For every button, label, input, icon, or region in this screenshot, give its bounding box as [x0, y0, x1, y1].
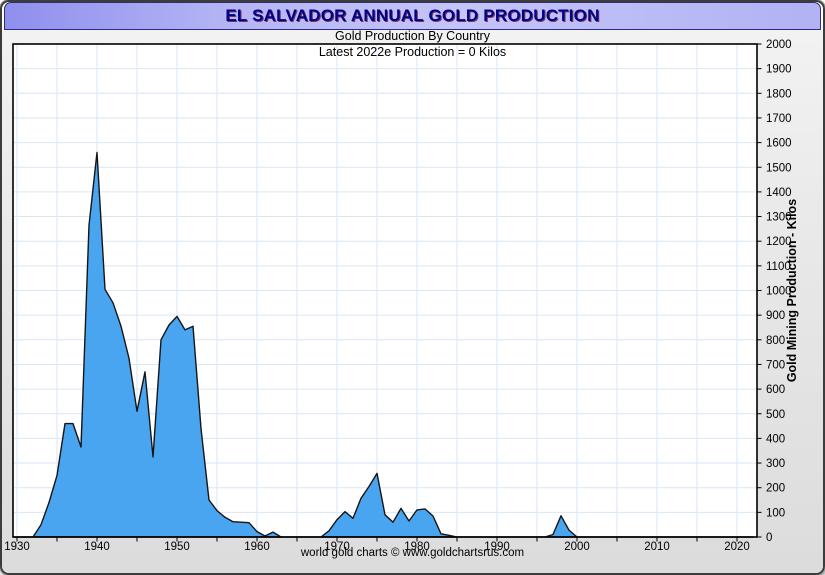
y-tick-label: 700 [766, 359, 785, 371]
chart-subtitle: Gold Production By Country [335, 29, 490, 43]
y-tick-label: 200 [766, 483, 785, 495]
x-axis-ticks [16, 537, 738, 542]
y-tick-label: 1200 [766, 236, 792, 248]
y-tick-label: 900 [766, 310, 785, 322]
y-tick-label: 600 [766, 384, 785, 396]
x-tick-label: 2010 [644, 541, 670, 553]
x-tick-label: 1970 [324, 541, 350, 553]
x-tick-label: 2020 [724, 541, 750, 553]
y-tick-label: 800 [766, 335, 785, 347]
latest-production-annotation: Latest 2022e Production = 0 Kilos [318, 45, 507, 59]
y-tick-label: 1300 [766, 212, 792, 224]
x-axis-tick-labels: 1930 1940 1950 1960 1970 1980 1990 2000 2010 2020 [4, 541, 750, 553]
y-tick-label: 500 [766, 409, 785, 421]
y-tick-label: 1500 [766, 162, 792, 174]
title-bar: EL SALVADOR ANNUAL GOLD PRODUCTION [4, 2, 821, 31]
y-tick-label: 400 [766, 433, 785, 445]
y-tick-label: 1800 [766, 88, 792, 100]
y-tick-label: 1100 [766, 261, 791, 273]
x-tick-label: 1930 [4, 541, 30, 553]
x-tick-label: 1960 [244, 541, 270, 553]
y-tick-label: 1900 [766, 64, 792, 76]
x-tick-label: 1990 [484, 541, 510, 553]
y-axis-ticks [757, 43, 762, 538]
y-tick-label: 1600 [766, 138, 792, 150]
y-tick-label: 100 [766, 507, 785, 519]
y-tick-label: 2000 [766, 39, 792, 51]
footer-credit: world gold charts © www.goldchartsrus.co… [300, 547, 525, 559]
chart-title: EL SALVADOR ANNUAL GOLD PRODUCTION [225, 6, 600, 25]
x-tick-label: 1980 [404, 541, 430, 553]
y-tick-label: 1400 [766, 187, 792, 199]
x-tick-label: 2000 [564, 541, 590, 553]
y-tick-label: 0 [766, 532, 772, 544]
grid-lines [13, 44, 757, 537]
y-tick-label: 300 [766, 458, 785, 470]
y-axis-title: Gold Mining Production - Kilos [785, 199, 799, 382]
y-axis-tick-labels: 0 100 200 300 400 500 600 700 800 900 1000 1100 1200… [766, 39, 792, 544]
x-tick-label: 1950 [164, 541, 190, 553]
y-tick-label: 1700 [766, 113, 792, 125]
y-tick-label: 1000 [766, 286, 792, 298]
x-tick-label: 1940 [84, 541, 110, 553]
